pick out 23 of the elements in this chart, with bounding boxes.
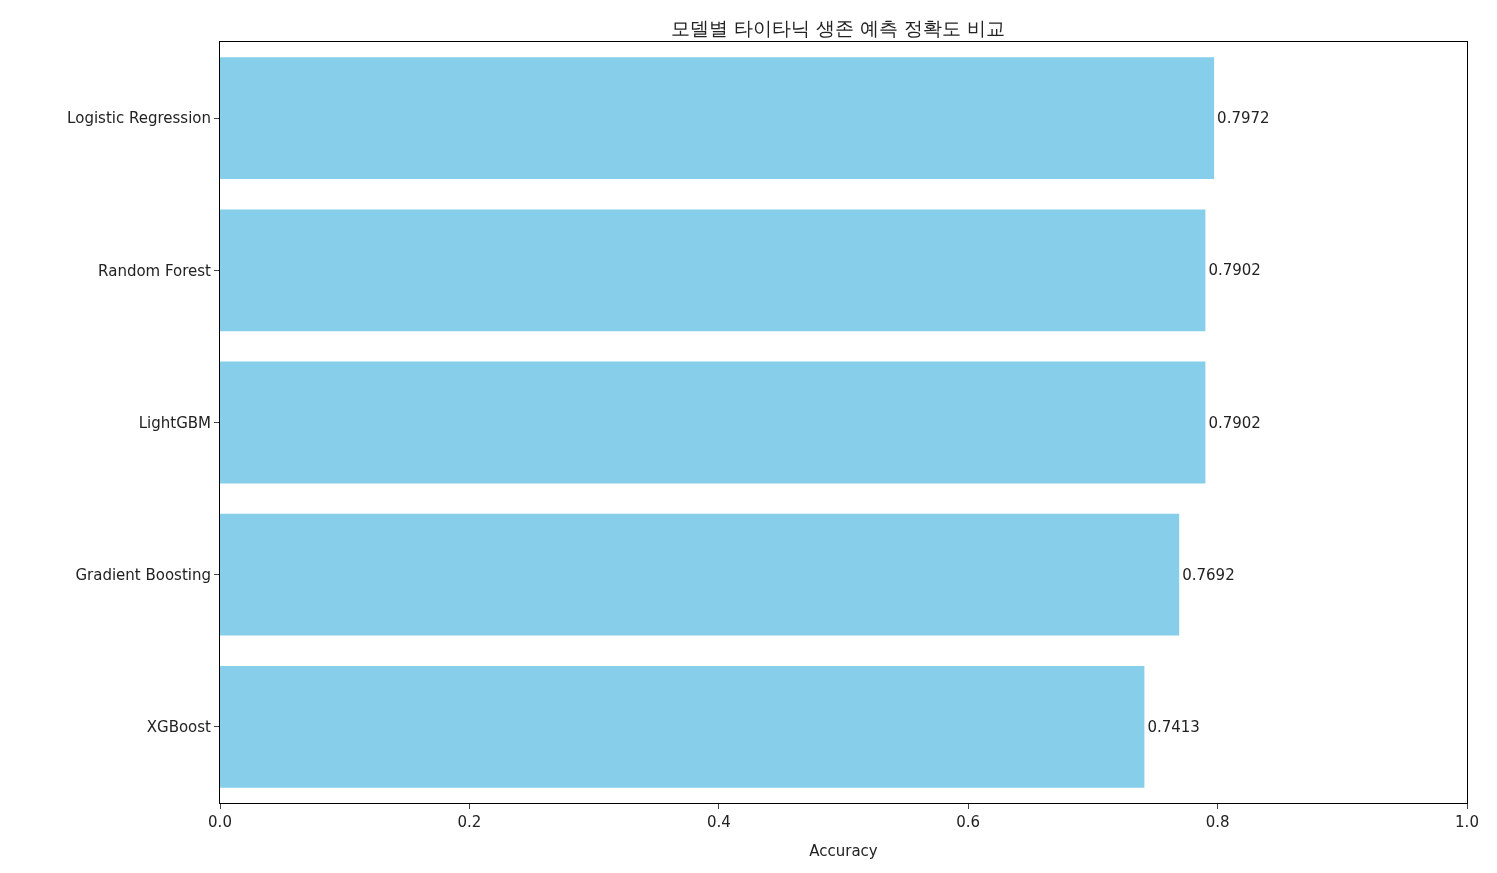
y-tick-label: XGBoost — [146, 718, 212, 737]
bar — [220, 57, 1215, 179]
chart-title: 모델별 타이타닉 생존 예측 정확도 비교 — [671, 17, 1006, 40]
bar — [220, 361, 1206, 484]
data-label: 0.7413 — [1147, 717, 1200, 736]
bar — [220, 513, 1180, 636]
x-axis-title: Accuracy — [809, 842, 878, 860]
data-label: 0.7692 — [1182, 565, 1235, 584]
y-tick-label: Gradient Boosting — [75, 565, 211, 584]
x-tick-label: 0.4 — [706, 813, 731, 831]
y-tick-label: Logistic Regression — [67, 109, 211, 128]
x-tick-label: 0.2 — [457, 813, 482, 831]
data-label: 0.7972 — [1217, 109, 1270, 128]
y-tick-label: Random Forest — [98, 261, 212, 280]
data-label: 0.7902 — [1208, 413, 1261, 432]
bar — [220, 209, 1206, 332]
x-tick-label: 0.8 — [1205, 813, 1230, 831]
bar — [220, 666, 1145, 788]
y-tick-label: LightGBM — [138, 413, 211, 432]
x-tick-label: 0.6 — [956, 813, 981, 831]
data-label: 0.7902 — [1208, 261, 1261, 280]
x-tick-label: 1.0 — [1455, 813, 1479, 831]
x-tick-label: 0.0 — [208, 813, 232, 831]
